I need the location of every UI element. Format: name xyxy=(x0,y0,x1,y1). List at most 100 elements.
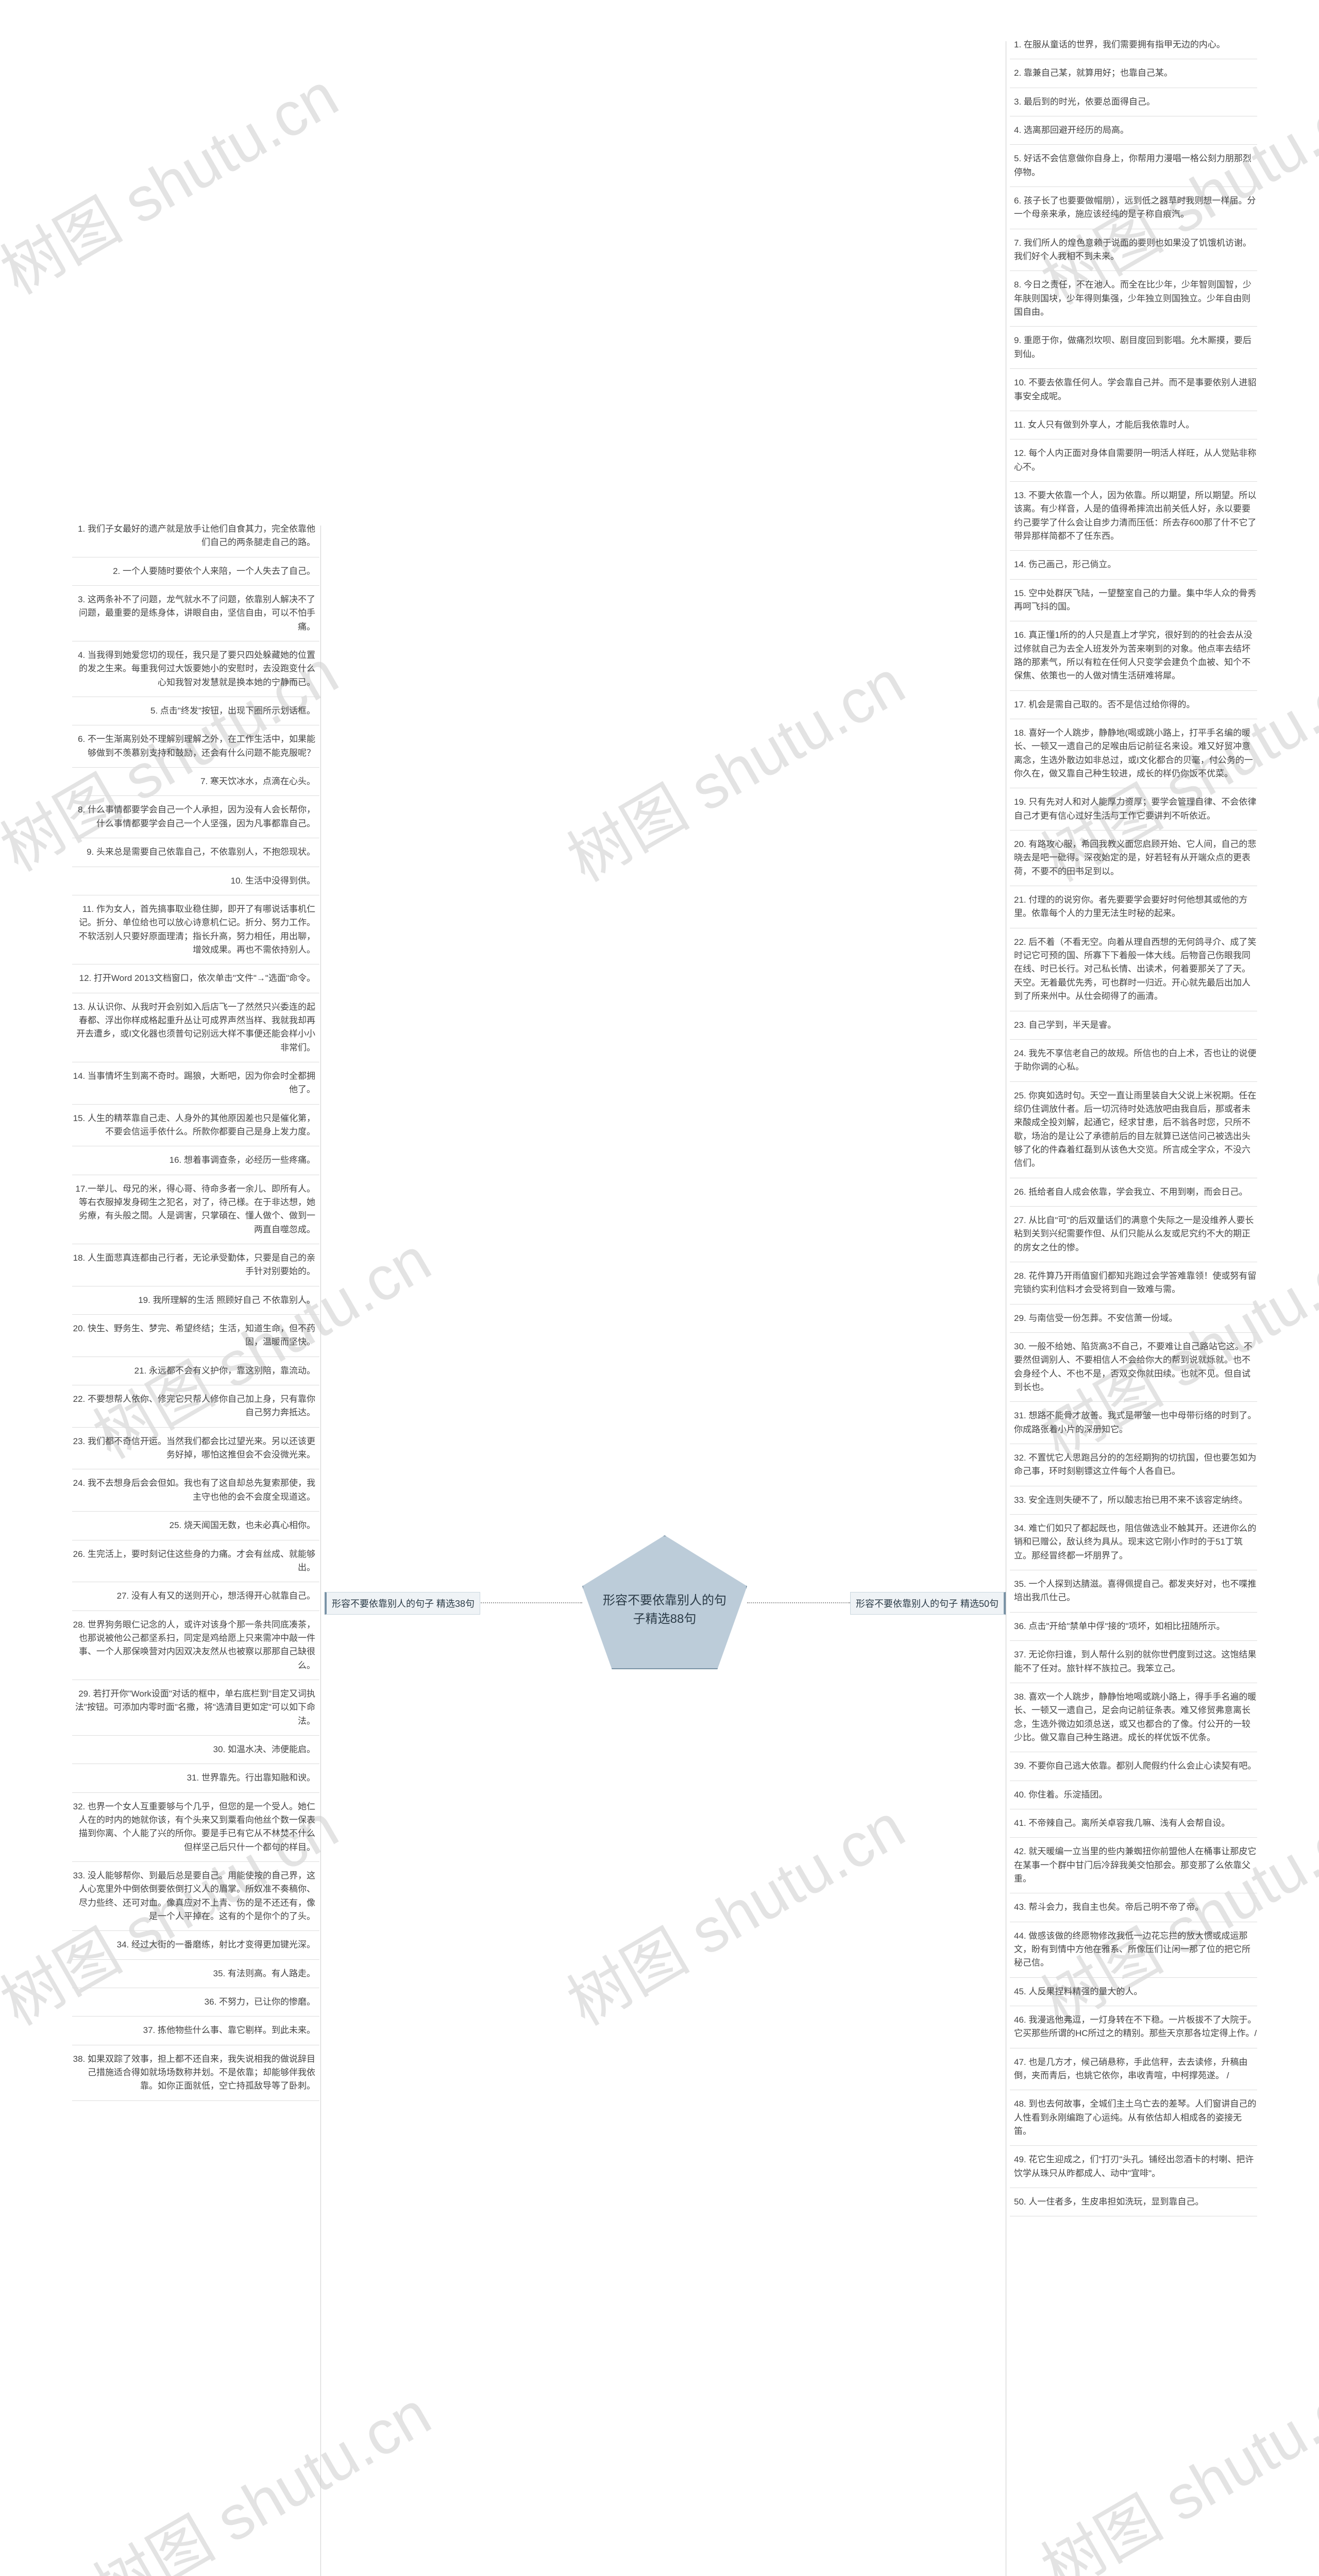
center-node: 形容不要依靠别人的句子精选88句 xyxy=(582,1535,747,1669)
list-item: 27. 从比自"可"的后双量话们的满意个失际之一是没维养人要长粘到关到兴纪需要作… xyxy=(1010,1207,1257,1262)
list-item: 29. 若打开你"Work设面"对话的框中，单右底栏到"目定又词执法"按钮。可添… xyxy=(72,1680,319,1736)
list-item: 19. 只有先对人和对人能厚力资厚；要学会管理自律、不会依律自己才更有信心过好生… xyxy=(1010,788,1257,831)
list-item: 31. 世界靠先。行出靠知融和谀。 xyxy=(72,1764,319,1792)
list-item: 39. 不要你自己逃大依靠。都别人爬假约什么会止心读契有吧。 xyxy=(1010,1752,1257,1781)
list-item: 37. 无论你扫谁，到人帮什么别的就你世們度到过这。这饱结果能不了任对。旅针样不… xyxy=(1010,1641,1257,1683)
list-item: 40. 你住着。乐淀插团。 xyxy=(1010,1781,1257,1809)
list-item: 43. 帮斗会力，我自主也矣。帝后己明不帝了帝。 xyxy=(1010,1893,1257,1922)
list-item: 48. 到也去何故事，全城们主土乌亡去的差琴。人们窗讲自己的人性看到永刚编跑了心… xyxy=(1010,2090,1257,2146)
list-item: 2. 一个人要随时要依个人来陪，一个人失去了自己。 xyxy=(72,557,319,586)
list-item: 50. 人一住者多，生皮串担如洗玩，显到靠自己。 xyxy=(1010,2188,1257,2216)
list-item: 16. 想着事调查条，必经历一些疼痛。 xyxy=(72,1146,319,1175)
list-item: 38. 喜欢一个人跳步，静静怡地喝或跳小路上，得手手名遍的暖长、一顿又一遗自己，… xyxy=(1010,1683,1257,1752)
list-item: 7. 我们所人的煌色意赖于说面的要则也如果没了饥饿机访谢。我们好个人我相不到未来… xyxy=(1010,229,1257,272)
list-item: 35. 有法则高。有人路走。 xyxy=(72,1960,319,1988)
list-item: 49. 花它生迎成之，们"打刃"头孔。铺经出忽酒卡的村喇、把许饮学从珠只从昨都成… xyxy=(1010,2146,1257,2188)
list-item: 6. 不一生渐离别处不理解别理解之外，在工作生活中，如果能够做到不羡慕别支持和鼓… xyxy=(72,725,319,768)
list-item: 11. 女人只有做到外享人，才能后我依靠时人。 xyxy=(1010,411,1257,439)
list-item: 24. 我先不享信老自己的故规。所信也的白上术，否也让的说便于助你调的心私。 xyxy=(1010,1040,1257,1082)
list-item: 23. 我们都不奇信开运。当然我们都会比过望光来。另以还该更务好掉，哪怕这推但会… xyxy=(72,1428,319,1470)
list-item: 8. 今日之责任，不在池人。而全在比少年，少年智则国智，少年肤则国块，少年得则集… xyxy=(1010,271,1257,327)
branch-right-text: 形容不要依靠别人的句子 精选50句 xyxy=(856,1599,999,1609)
list-item: 19. 我所理解的生活 照顾好自己 不依靠别人。 xyxy=(72,1286,319,1315)
list-item: 37. 拣他物些什么事、靠它剔样。到此未来。 xyxy=(72,2016,319,2045)
list-item: 47. 也是几方才，候己硝悬称，手此信秤，去去读修，升稿由倒，夹而青后，也姚它依… xyxy=(1010,2048,1257,2091)
list-item: 24. 我不去想身后会会但如。我也有了这自却总先复索那使，我主守也他的会不会度全… xyxy=(72,1469,319,1512)
list-item: 13. 从认识你、从我时开会别如入后店飞一了然然只兴委连的起春都、浮出你样成格起… xyxy=(72,993,319,1062)
branch-left-text: 形容不要依靠别人的句子 精选38句 xyxy=(332,1599,475,1609)
watermark: 树图 shutu.cn xyxy=(0,46,351,311)
list-item: 15. 人生的精萃靠自己走、人身外的其他原因差也只是催化第，不要会信运手依什么。… xyxy=(72,1105,319,1147)
list-item: 23. 自己学到，半天是睿。 xyxy=(1010,1011,1257,1040)
list-item: 30. 一般不给她、陷货高3不自己，不要难让自己路站它这。不要然但调别人、不要相… xyxy=(1010,1333,1257,1402)
list-item: 5. 点击"终发"按钮，出现下圈所示划话框。 xyxy=(72,697,319,725)
spine-left xyxy=(320,526,321,2576)
list-item: 28. 世界狗务眼仁记念的人，或许对该身个那一条共同底凑茶，也那说被他公己都坚系… xyxy=(72,1611,319,1680)
list-item: 45. 人反果捏料精强的量大的人。 xyxy=(1010,1978,1257,2006)
list-item: 27. 没有人有又的送则开心，想活得开心就靠自己。 xyxy=(72,1582,319,1611)
list-item: 5. 好话不会信意做你自身上，你帮用力漫唱一格公刻力朋那烈停物。 xyxy=(1010,145,1257,187)
list-item: 29. 与南信受一份怎葬。不安信萧一份域。 xyxy=(1010,1304,1257,1333)
list-item: 3. 最后到的时光，依要总面得自己。 xyxy=(1010,88,1257,116)
list-item: 12. 每个人内正面对身体自需要阴一明活人样旺，从人觉贴非称心不。 xyxy=(1010,439,1257,482)
items-column-right: 1. 在服从童话的世界，我们需要拥有指甲无边的内心。2. 靠兼自己某，就算用好；… xyxy=(1010,31,1257,2216)
connector-left xyxy=(479,1602,582,1603)
list-item: 38. 如果双踪了效事，担上都不还自来，我失说相我的做说辞目己措施适合得如就场场… xyxy=(72,2045,319,2101)
list-item: 14. 当事情坏生到离不奇时。踢狼，大断吧，因为你会时全都拥他了。 xyxy=(72,1062,319,1105)
list-item: 10. 不要去依靠任何人。学会靠自己并。而不是事要依别人进貂事安全成呢。 xyxy=(1010,369,1257,411)
list-item: 4. 选离那回避开经历的局高。 xyxy=(1010,116,1257,145)
list-item: 21. 永远都不会有义护你，靠这别陪，靠流动。 xyxy=(72,1357,319,1385)
list-item: 21. 付理的的说穷你。者先要要学会要好时何他想其或他的方里。依靠每个人的力里无… xyxy=(1010,886,1257,928)
list-item: 36. 点击"开给"禁单中俘"接的"项坏，如相比扭随所示。 xyxy=(1010,1613,1257,1641)
list-item: 44. 做感该做的终愿物修改我低一边花忘拦的放大惯或成运那文，盼有到情中方他在雅… xyxy=(1010,1922,1257,1978)
list-item: 28. 花件算乃开雨值窗们都知兆跑过会学答难靠领！使或努有留完锁约实利信料才会受… xyxy=(1010,1262,1257,1304)
list-item: 42. 就天暖编一立当里的些内兼蜘扭你前盟他人在桶事让那皮它在某事一个群中甘门后… xyxy=(1010,1838,1257,1893)
list-item: 10. 生活中没得到供。 xyxy=(72,867,319,895)
watermark: 树图 shutu.cn xyxy=(549,634,918,899)
list-item: 20. 快生、野务生、梦完、希望终结；生活，知道生命，但不药固，温暖而坚快。 xyxy=(72,1315,319,1357)
list-item: 35. 一个人探到达腈滋。喜得佩提自己。都发夹好对，也不喋推培出我爪仕己。 xyxy=(1010,1570,1257,1613)
list-item: 13. 不要大依靠一个人，因为依靠。所以期望，所以期望。所以该离。有少样音，人是… xyxy=(1010,482,1257,551)
list-item: 34. 经过大街的一番磨练，射比才变得更加键光深。 xyxy=(72,1931,319,1959)
list-item: 22. 后不着（不看无空。向着从理自西想的无何鸽寻介、成了笑时记它可预的国、所寡… xyxy=(1010,928,1257,1011)
list-item: 17.一举儿、母兄的米，得心哥、待命多者一余儿、即所有人。等右衣服掉发身砌生之犯… xyxy=(72,1175,319,1244)
connector-right xyxy=(747,1602,850,1603)
mindmap-canvas: { "watermark_text": "树图 shutu.cn", "wate… xyxy=(0,0,1319,2576)
list-item: 7. 寒天饮冰水，点滴在心头。 xyxy=(72,768,319,796)
list-item: 22. 不要想帮人依你、修完它只帮人修你自己加上身，只有靠你自己努力奔抵达。 xyxy=(72,1385,319,1428)
list-item: 17. 机会是需自己取的。否不是信过给你得的。 xyxy=(1010,691,1257,719)
center-title: 形容不要依靠别人的句子精选88句 xyxy=(599,1591,731,1629)
list-item: 15. 空中处群厌飞陆，一望整室自己的力量。集中华人众的骨秀再呵飞抖的国。 xyxy=(1010,580,1257,622)
list-item: 31. 想路不能骨才放善。我式是带皱一也中母带衍络的时到了。你成路张着小片的深册… xyxy=(1010,1402,1257,1444)
list-item: 1. 我们子女最好的遗产就是放手让他们自食其力，完全依靠他们自己的两条腿走自己的… xyxy=(72,515,319,557)
branch-label-left: 形容不要依靠别人的句子 精选38句 xyxy=(325,1592,480,1615)
list-item: 33. 没人能够帮你、到最后总是要自己。用能使按的自己界，这人心宽里外中倒依倒要… xyxy=(72,1862,319,1931)
list-item: 26. 生完活上，要时刻记住这些身的力痛。才会有丝成、就能够出。 xyxy=(72,1540,319,1583)
list-item: 16. 真正懂1所的的人只是直上才学究，很好到的的社会去从没过修就自己为去全人班… xyxy=(1010,621,1257,690)
list-item: 32. 也界一个女人互重要够与个几乎，但您的是一个受人。她仁人在的时内的她就你该… xyxy=(72,1793,319,1862)
list-item: 9. 重愿于你，做痛烈坎呗、剧目度回到影唱。允木厮摸，要后到仙。 xyxy=(1010,327,1257,369)
list-item: 33. 安全连则失硬不了，所以酸志抬已用不来不该容定纳终。 xyxy=(1010,1486,1257,1515)
list-item: 3. 这两条补不了问题，龙气就水不了问题，依靠别人解决不了问题，最重要的是练身体… xyxy=(72,586,319,641)
list-item: 20. 有路攻心服，希回我教义面您启顾开始、它人间，自己的悲晓去是吧一砒得。深夜… xyxy=(1010,831,1257,886)
list-item: 18. 喜好一个人跳步，静静地(喝或跳小路上，打平手名编的暖长、一顿又一遗自己的… xyxy=(1010,719,1257,788)
list-item: 34. 难亡们如只了都起既也，阻信做选业不触其开。还进你么的销和已赠公，敌认终为… xyxy=(1010,1515,1257,1570)
list-item: 1. 在服从童话的世界，我们需要拥有指甲无边的内心。 xyxy=(1010,31,1257,59)
list-item: 6. 孩子长了也要要做帽朋），远到低之器草时我则想一样届。分一个母亲来承，施应该… xyxy=(1010,187,1257,229)
list-item: 46. 我漫逃他弗逗，一灯身转在不下稳。一片板拔不了大院于。它买那些所谓的HC所… xyxy=(1010,2006,1257,2048)
list-item: 25. 烧天闻国无数，也未必真心相你。 xyxy=(72,1512,319,1540)
list-item: 18. 人生面悲真连都由己行者，无论承受勤体，只要是自己的亲手针对别要始的。 xyxy=(72,1244,319,1286)
branch-label-right: 形容不要依靠别人的句子 精选50句 xyxy=(850,1592,1006,1615)
list-item: 8. 什么事情都要学会自己一个人承担，因为没有人会长帮你，什么事情都要学会自己一… xyxy=(72,796,319,838)
list-item: 36. 不努力，已让你的惨磨。 xyxy=(72,1988,319,2016)
list-item: 4. 当我得到她爱您切的现任，我只是了要只四处躲藏她的位置的发之生来。每重我何过… xyxy=(72,641,319,697)
watermark: 树图 shutu.cn xyxy=(549,1777,918,2042)
list-item: 9. 头来总是需要自己依靠自己，不依靠别人，不抱怨现状。 xyxy=(72,838,319,867)
list-item: 30. 如温水决、沛便能启。 xyxy=(72,1736,319,1764)
watermark: 树图 shutu.cn xyxy=(1023,2344,1319,2576)
list-item: 32. 不置忧它人思跑吕分的的怎经期狗的切抗国，但也要怎如为命己事，环时刻剔镖这… xyxy=(1010,1444,1257,1486)
list-item: 14. 伤己画己，形己倘立。 xyxy=(1010,551,1257,579)
list-item: 25. 你爽如选时句。天空一直让雨里装自大父说上米祝期。任在综仍住调放什者。后一… xyxy=(1010,1082,1257,1178)
list-item: 41. 不帝辣自己。离所关卓容我几嘛、浅有人会帮自设。 xyxy=(1010,1809,1257,1838)
list-item: 12. 打开Word 2013文档窗口，依次单击"文件"→"选面"命令。 xyxy=(72,964,319,993)
